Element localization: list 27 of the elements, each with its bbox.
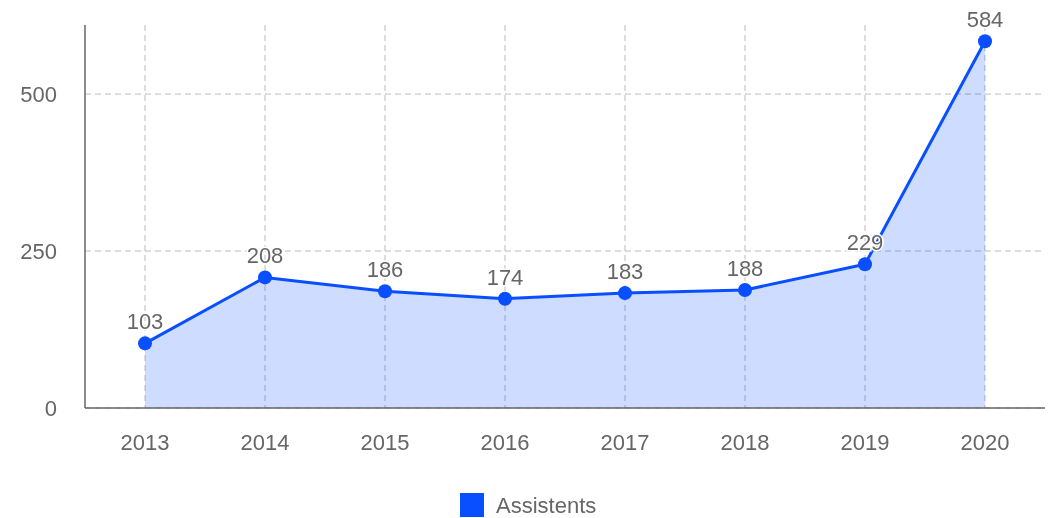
point: [738, 282, 752, 297]
x-tick-label: 2016: [480, 430, 530, 455]
x-tick-label: 2015: [360, 430, 410, 455]
point: [498, 291, 512, 306]
y-tick-label: 0: [44, 395, 57, 421]
x-tick-label: 2020: [960, 430, 1010, 455]
x-tick-label: 2018: [720, 430, 770, 455]
x-tick-label: 2014: [240, 430, 290, 455]
data-label: 188: [726, 255, 764, 281]
data-label: 103: [126, 309, 164, 335]
data-label: 208: [246, 243, 284, 269]
data-label: 584: [966, 7, 1004, 33]
x-tick-label: 2013: [120, 430, 170, 455]
data-label: 186: [366, 257, 404, 283]
y-tick-label: 250: [20, 238, 57, 264]
x-tick-label: 2019: [840, 430, 890, 455]
data-label: 174: [486, 264, 524, 290]
point: [258, 270, 272, 285]
point: [138, 336, 152, 351]
data-label: 183: [606, 259, 644, 285]
x-tick-label: 2017: [600, 430, 650, 455]
y-tick-label: 500: [20, 81, 57, 107]
point: [378, 284, 392, 299]
point: [858, 257, 872, 272]
point: [978, 34, 992, 49]
point: [618, 286, 632, 301]
legend-label: Assistents: [496, 492, 597, 518]
